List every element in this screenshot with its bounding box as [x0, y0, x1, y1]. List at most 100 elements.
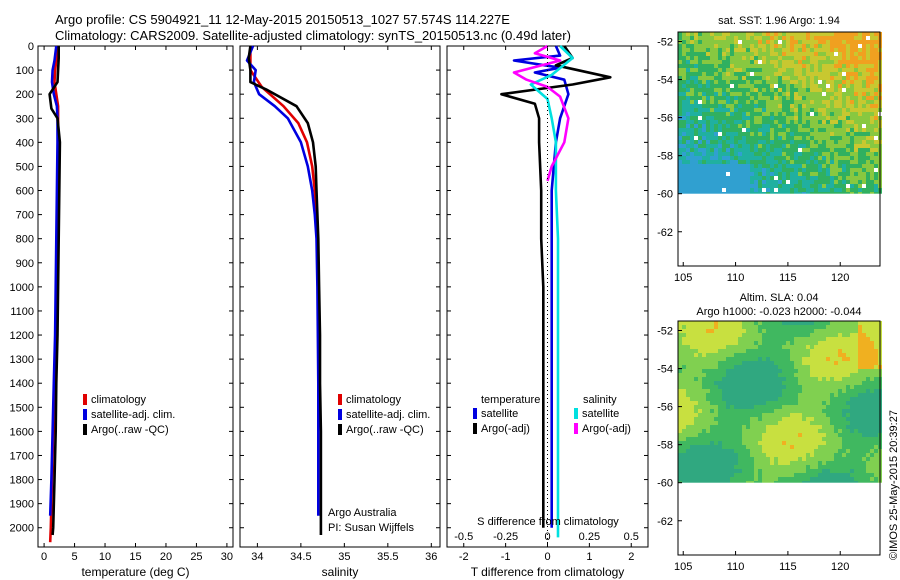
y-tick-label: 1900 [10, 499, 34, 511]
sst-map-panel: -52 -54 -56 -58 -60 -62 105 110 115 120 sat. SST: … [657, 15, 882, 284]
x2-axis-label: S difference from climatology [477, 516, 619, 528]
y-tick-label: 400 [16, 137, 34, 149]
y-tick-label: 700 [16, 210, 34, 222]
y-tick-label: 1300 [10, 354, 34, 366]
map-x-tick-label: 110 [727, 561, 745, 573]
map-y-tick-label: -56 [657, 113, 673, 125]
x2-tick-label: 0 [544, 531, 550, 543]
x-tick-label: 15 [129, 551, 141, 563]
salinity-panel: 34 34.5 35 35.5 36 salinity climatology satelli… [239, 45, 441, 579]
map-y-tick-label: -60 [657, 189, 673, 201]
map-subtitle: Argo h1000: -0.023 h2000: -0.044 [696, 306, 861, 318]
credit-text: PI: Susan Wijffels [328, 522, 414, 534]
legend-swatch [338, 394, 342, 405]
x-tick-label: 34 [251, 551, 263, 563]
map-y-tick-label: -56 [657, 402, 673, 414]
y-tick-label: 1100 [10, 306, 34, 318]
map-x-tick-label: 120 [831, 272, 849, 284]
legend-label: Argo(..raw -QC) [91, 424, 169, 436]
legend-swatch [83, 394, 87, 405]
legend-swatch [574, 408, 578, 419]
y-tick-label: 1500 [10, 402, 34, 414]
x-tick-label: 35 [338, 551, 350, 563]
map-y-tick-label: -54 [657, 75, 673, 87]
sla-map-panel: -52 -54 -56 -58 -60 -62 105 110 115 120 Altim. SLA… [657, 292, 882, 573]
series-line-argorawqc [247, 45, 323, 535]
y-tick-label: 800 [16, 234, 34, 246]
map-y-tick-label: -58 [657, 151, 673, 163]
x2-tick-label: -0.5 [454, 531, 473, 543]
legend-swatch [83, 424, 87, 435]
map-x-tick-label: 120 [831, 561, 849, 573]
temperature-panel: 0100200300400500600700800900100011001200… [10, 41, 234, 579]
legend-label: Argo(-adj) [582, 423, 631, 435]
map-y-tick-label: -52 [657, 326, 673, 338]
x-tick-label: 5 [72, 551, 78, 563]
map-y-tick-label: -52 [657, 37, 673, 49]
series-line-argoadj [500, 45, 612, 528]
y-tick-label: 1000 [10, 282, 34, 294]
map-x-tick-label: 105 [674, 272, 692, 284]
legend-label: satellite-adj. clim. [91, 409, 175, 421]
x-tick-label: 20 [160, 551, 172, 563]
map-x-tick-label: 105 [674, 561, 692, 573]
legend-label: satellite [582, 408, 619, 420]
map-title: Altim. SLA: 0.04 [740, 292, 819, 304]
x2-tick-label: -0.25 [493, 531, 518, 543]
legend-label: climatology [91, 394, 147, 406]
difference-panel: -2 -1 0 1 2T difference from climatology temp… [446, 44, 649, 579]
plot-frame [446, 45, 649, 548]
x-tick-label: 34.5 [290, 551, 311, 563]
x-tick-label: 0 [41, 551, 47, 563]
y-tick-label: 1700 [10, 450, 34, 462]
credit-text: Argo Australia [328, 507, 397, 519]
series-line-satellite [529, 45, 574, 538]
y-tick-label: 1200 [10, 330, 34, 342]
legend-swatch [574, 423, 578, 434]
x-tick-label: -2 [459, 551, 469, 563]
legend-title: salinity [583, 394, 617, 406]
plot-frame [239, 45, 441, 548]
x-tick-label: 10 [99, 551, 111, 563]
map-y-tick-label: -62 [657, 516, 673, 528]
y-tick-label: 100 [16, 65, 34, 77]
x-tick-label: 0 [544, 551, 550, 563]
map-x-tick-label: 110 [727, 272, 745, 284]
x-tick-label: 1 [586, 551, 592, 563]
legend-label: satellite-adj. clim. [346, 409, 430, 421]
map-frame [677, 320, 881, 556]
series-line-argorawqc [48, 46, 62, 536]
map-y-tick-label: -54 [657, 364, 673, 376]
y-tick-label: 1600 [10, 426, 34, 438]
map-x-tick-label: 115 [779, 272, 797, 284]
y-tick-label: 300 [16, 113, 34, 125]
map-y-tick-label: -58 [657, 440, 673, 452]
x-tick-label: 25 [190, 551, 202, 563]
legend-swatch [338, 409, 342, 420]
map-title: sat. SST: 1.96 Argo: 1.94 [718, 15, 840, 27]
legend-swatch [473, 408, 477, 419]
map-frame [677, 31, 881, 267]
legend-label: Argo(..raw -QC) [346, 424, 424, 436]
x-tick-label: 2 [628, 551, 634, 563]
map-y-tick-label: -62 [657, 227, 673, 239]
y-tick-label: 500 [16, 161, 34, 173]
series-line-satelliteadjclim [245, 45, 320, 516]
x-tick-label: 36 [425, 551, 437, 563]
legend-title: temperature [481, 394, 540, 406]
title-line-2: Climatology: CARS2009. Satellite-adjuste… [55, 28, 571, 43]
map-x-tick-label: 115 [779, 561, 797, 573]
legend-label: climatology [346, 394, 402, 406]
y-tick-label: 2000 [10, 523, 34, 535]
legend-label: satellite [481, 408, 518, 420]
y-tick-label: 1400 [10, 378, 34, 390]
legend-label: Argo(-adj) [481, 423, 530, 435]
legend-swatch [83, 409, 87, 420]
x2-tick-label: 0.25 [579, 531, 600, 543]
map-raster [678, 321, 882, 483]
y-tick-label: 1800 [10, 475, 34, 487]
y-tick-label: 900 [16, 258, 34, 270]
plot-frame [37, 45, 234, 548]
series-line-satelliteadjclim [48, 45, 59, 516]
x-axis-label: temperature (deg C) [81, 565, 189, 579]
